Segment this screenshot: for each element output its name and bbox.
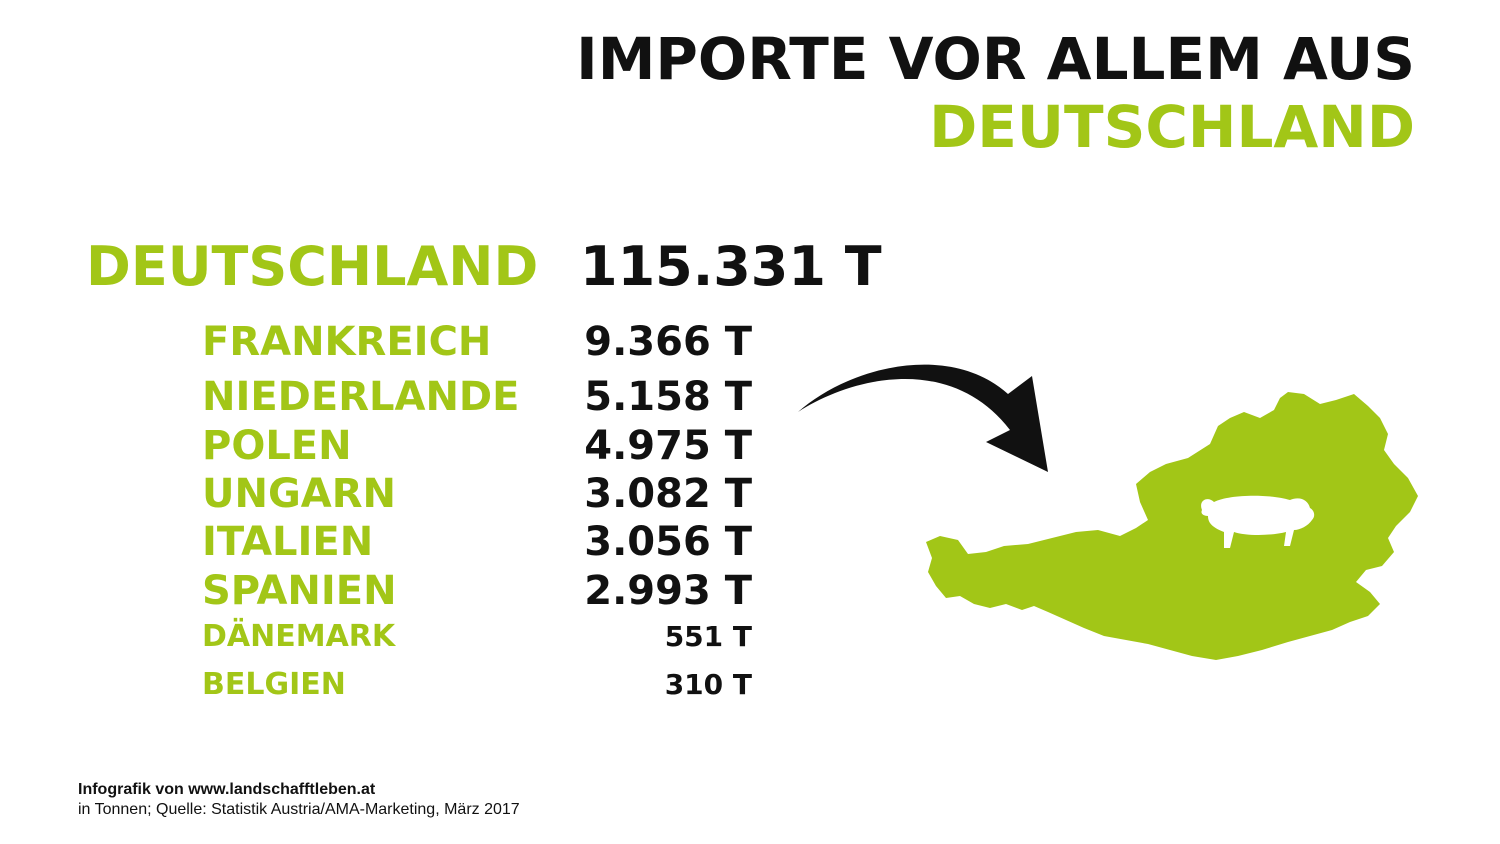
- amount-value: 3.082 T: [584, 471, 752, 517]
- country-label: NIEDERLANDE: [202, 374, 520, 420]
- country-label: DÄNEMARK: [202, 619, 396, 654]
- footer: Infografik von www.landschafftleben.at i…: [78, 780, 520, 820]
- footer-credit: Infografik von www.landschafftleben.at: [78, 781, 376, 798]
- amount-value: 2.993 T: [584, 568, 752, 614]
- arrow-icon: [798, 364, 1048, 472]
- austria-map-icon: [926, 392, 1418, 660]
- amount-value: 9.366 T: [584, 319, 752, 365]
- amount-value: 4.975 T: [584, 423, 752, 469]
- top-amount: 115.331 T: [580, 235, 882, 298]
- pig-icon: [1201, 495, 1315, 548]
- country-label: FRANKREICH: [202, 319, 492, 365]
- amount-value: 551 T: [664, 620, 752, 653]
- country-label: SPANIEN: [202, 568, 397, 614]
- top-country: DEUTSCHLAND: [86, 235, 539, 298]
- amount-value: 3.056 T: [584, 519, 752, 565]
- amount-value: 310 T: [664, 668, 752, 701]
- title-line-2: DEUTSCHLAND: [929, 93, 1415, 161]
- import-graphic: [798, 364, 1418, 660]
- country-label: ITALIEN: [202, 519, 374, 565]
- country-label: POLEN: [202, 423, 352, 469]
- country-label: BELGIEN: [202, 667, 346, 702]
- country-label: UNGARN: [202, 471, 397, 517]
- amount-value: 5.158 T: [584, 374, 752, 420]
- footer-source: in Tonnen; Quelle: Statistik Austria/AMA…: [78, 801, 520, 818]
- title-line-1: IMPORTE VOR ALLEM AUS: [576, 25, 1415, 93]
